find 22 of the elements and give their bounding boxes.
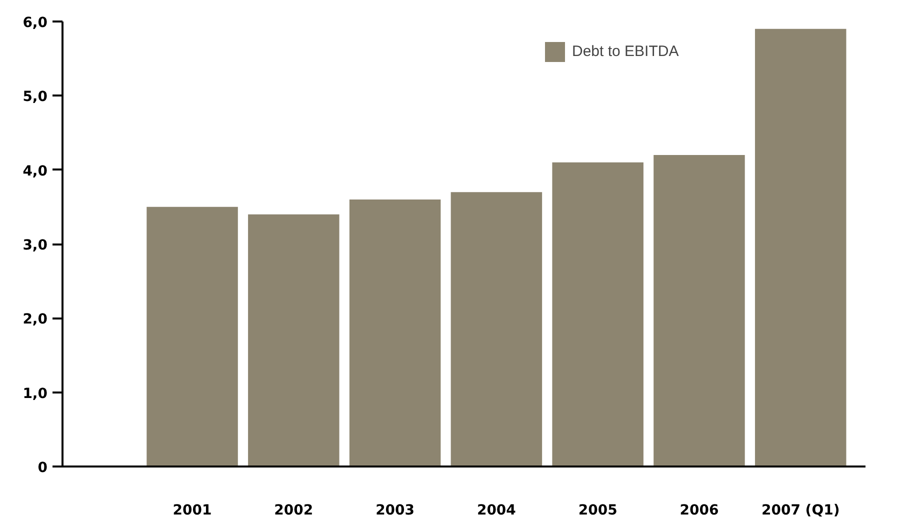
y-tick-label: 0 (38, 460, 48, 476)
x-tick-label: 2002 (274, 502, 314, 518)
x-tick-label: 2005 (578, 502, 618, 518)
bar (349, 200, 441, 466)
bar (450, 192, 542, 466)
y-tick-label: 4,0 (22, 163, 48, 180)
y-tick-label: 6,0 (22, 15, 48, 31)
x-tick-label: 2004 (476, 502, 516, 518)
bar (146, 206, 238, 466)
y-tick-label: 3,0 (22, 238, 48, 254)
y-tick-label: 5,0 (22, 89, 48, 106)
x-tick-label: 2001 (172, 502, 212, 518)
x-tick-label: 2003 (376, 502, 415, 518)
y-tick-label: 2,0 (22, 312, 48, 328)
y-tick-label: 1,0 (22, 386, 48, 402)
bar (754, 28, 846, 466)
x-tick-label: 2007 (Q1) (761, 502, 840, 518)
legend-label: Debt to EBITDA (572, 43, 679, 60)
bar (248, 214, 340, 466)
x-tick-label: 2006 (680, 502, 719, 518)
bar (552, 162, 644, 466)
bar (654, 155, 745, 466)
